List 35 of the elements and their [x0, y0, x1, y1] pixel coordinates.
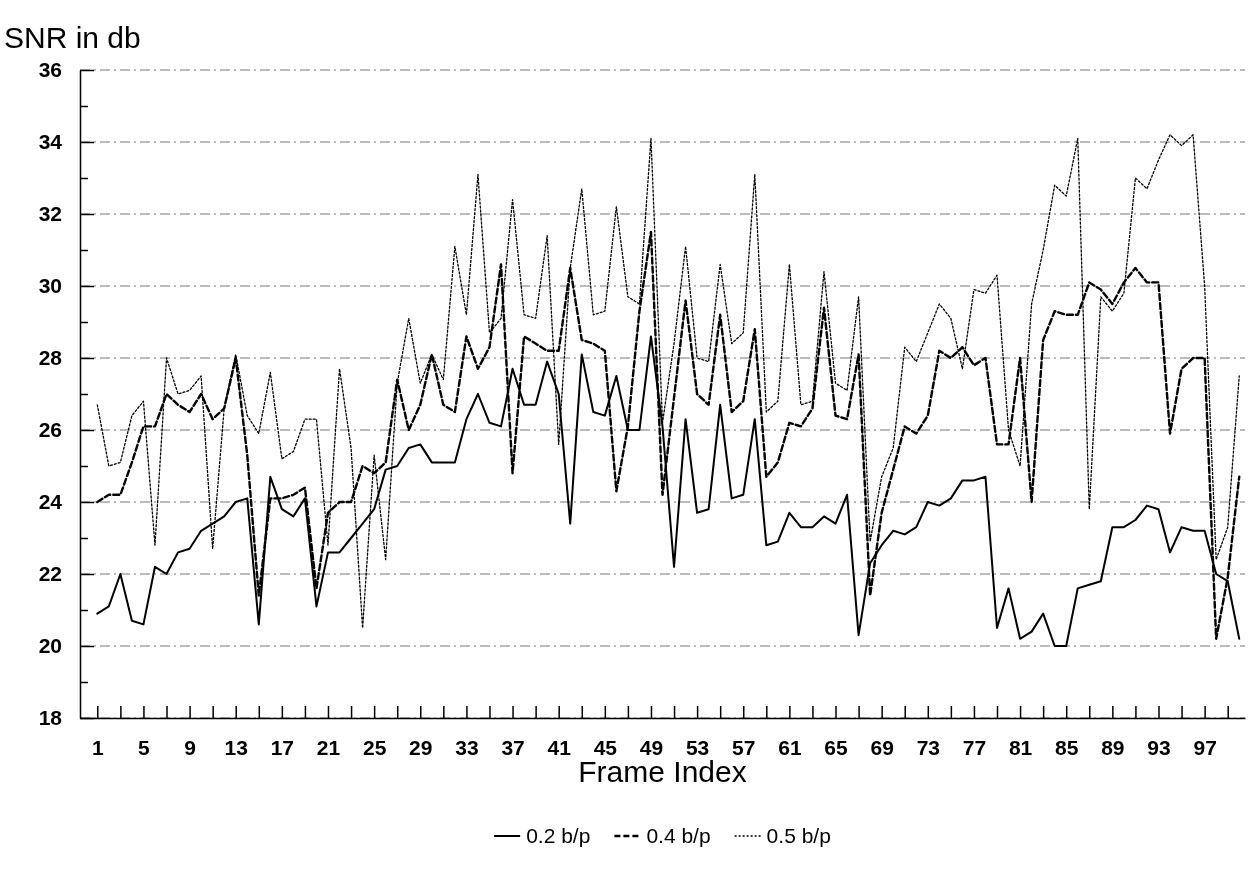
x-tick-label: 93: [1147, 735, 1171, 759]
x-tick-label: 85: [1055, 735, 1079, 759]
x-tick-label: 41: [547, 735, 572, 759]
x-tick-label: 65: [824, 735, 849, 759]
x-tick-label: 81: [1008, 735, 1033, 759]
y-tick-label: 18: [38, 706, 63, 730]
x-tick-label: 21: [316, 735, 341, 759]
legend-label: 0.2 b/p: [526, 824, 591, 847]
y-tick-label: 34: [38, 130, 63, 154]
x-tick-label: 97: [1193, 735, 1217, 759]
legend-label: 0.5 b/p: [766, 824, 831, 847]
x-tick-label: 37: [501, 735, 525, 759]
y-tick-label: 32: [38, 202, 62, 226]
y-tick-label: 30: [38, 274, 62, 298]
x-tick-label: 5: [138, 735, 151, 759]
x-tick-label: 17: [270, 735, 295, 759]
y-tick-label: 20: [38, 634, 62, 658]
x-tick-label: 13: [224, 735, 248, 759]
y-tick-label: 28: [38, 346, 63, 370]
x-tick-label: 89: [1101, 735, 1125, 759]
x-tick-label: 33: [455, 735, 479, 759]
legend-label: 0.4 b/p: [646, 824, 711, 847]
x-tick-label: 69: [870, 735, 894, 759]
y-tick-label: 36: [38, 58, 62, 82]
x-tick-label: 29: [409, 735, 433, 759]
x-tick-label: 61: [778, 735, 802, 759]
x-tick-label: 25: [362, 735, 387, 759]
x-tick-label: 77: [962, 735, 987, 759]
x-tick-label: 73: [916, 735, 940, 759]
y-tick-label: 26: [38, 418, 62, 442]
x-tick-label: 9: [184, 735, 196, 759]
y-tick-label: 22: [38, 562, 62, 586]
x-tick-label: 1: [91, 735, 104, 759]
y-tick-label: 24: [38, 490, 63, 514]
chart-title: SNR in db: [4, 21, 141, 54]
